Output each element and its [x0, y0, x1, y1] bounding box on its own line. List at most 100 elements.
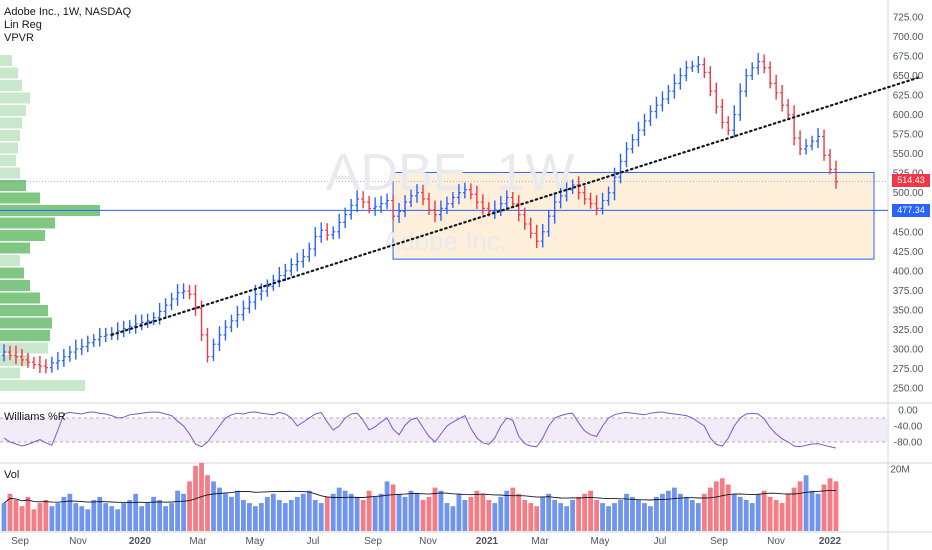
volume-bar	[169, 503, 174, 531]
volume-bar	[564, 506, 570, 531]
volume-bar	[211, 481, 216, 531]
volume-bar	[348, 493, 354, 531]
symbol-title[interactable]: Adobe Inc., 1W, NASDAQ	[4, 6, 132, 18]
price-bar	[444, 196, 449, 214]
volume-bar	[390, 484, 396, 531]
price-bar	[654, 96, 659, 119]
volume-profile-bar	[0, 217, 55, 229]
watermark-name: Adobe Inc.	[383, 226, 507, 256]
price-bar	[343, 207, 348, 229]
price-bar	[624, 141, 629, 168]
volume-bar	[414, 493, 420, 531]
volume-bar	[103, 503, 109, 531]
time-axis-tick: 2021	[476, 536, 499, 547]
volume-bar	[654, 496, 659, 531]
volume-profile-bar	[0, 317, 52, 329]
time-axis-tick: Nov	[69, 536, 87, 547]
volume-bar	[73, 503, 79, 531]
price-bar	[61, 348, 66, 367]
price-bar	[612, 167, 617, 201]
volume-bar	[827, 478, 833, 531]
volume-bar	[666, 490, 671, 531]
volume-bar	[205, 475, 210, 531]
range-rectangle[interactable]	[392, 171, 875, 260]
time-axis-tick: May	[246, 536, 265, 547]
volume-bar	[624, 493, 629, 531]
price-bar	[744, 68, 749, 97]
price-bar	[660, 91, 665, 112]
volume-bar	[85, 509, 91, 531]
volume-bar	[37, 503, 43, 531]
volume-bar	[127, 500, 133, 531]
price-bar	[738, 83, 743, 121]
volume-bar	[288, 500, 294, 531]
williams-r-line[interactable]	[3, 411, 837, 449]
williams-pane-label[interactable]: Williams %R	[4, 411, 66, 423]
price-axis-tick: 400.00	[893, 266, 924, 277]
price-axis-tick: 625.00	[893, 91, 924, 102]
price-axis-tick: 450.00	[893, 227, 924, 238]
volume-pane-label[interactable]: Vol	[4, 469, 20, 481]
time-axis-tick: Mar	[531, 536, 549, 547]
volume-bar	[546, 493, 552, 531]
volume-bar	[450, 506, 456, 531]
volume-bar	[737, 496, 743, 531]
volume-profile-bar	[0, 330, 50, 341]
price-bar	[199, 300, 204, 342]
price-axis-tick: 275.00	[893, 364, 924, 375]
price-bar	[151, 312, 156, 326]
price-bar	[708, 66, 713, 97]
price-bar	[163, 298, 168, 318]
volume-bar	[671, 487, 677, 531]
volume-bar	[558, 503, 564, 531]
time-axis-tick: Nov	[767, 536, 785, 547]
price-bar	[139, 314, 144, 331]
price-bar	[187, 284, 192, 300]
price-bar	[49, 356, 54, 373]
volume-bar	[749, 503, 755, 531]
price-bar	[732, 105, 737, 138]
volume-profile-bar	[0, 367, 20, 379]
price-bar	[510, 191, 515, 209]
linear-regression-line[interactable]	[110, 76, 921, 336]
volume-bar	[701, 493, 707, 531]
volume-profile-bar	[0, 255, 20, 266]
indicator-linreg-label[interactable]: Lin Reg	[4, 19, 42, 31]
volume-profile-bar	[0, 67, 18, 79]
volume-profile-bar	[0, 292, 40, 304]
volume-moving-average	[3, 489, 836, 504]
volume-profile-bar	[0, 180, 26, 191]
price-bar	[319, 222, 324, 243]
volume-bar	[402, 496, 408, 531]
volume-bar	[420, 500, 426, 531]
volume-bar	[187, 481, 192, 531]
volume-bar	[767, 496, 773, 531]
volume-profile-bar	[0, 342, 48, 354]
volume-bar	[773, 500, 779, 531]
price-bar	[193, 284, 198, 316]
volume-bar	[540, 496, 546, 531]
price-axis-tick: 350.00	[893, 305, 924, 316]
price-bar	[450, 191, 455, 209]
indicator-vpvr-label[interactable]: VPVR	[4, 32, 34, 44]
time-axis-tick: Sep	[364, 536, 382, 547]
volume-bar	[270, 493, 276, 531]
volume-profile-bar	[0, 142, 18, 154]
price-bar	[768, 61, 773, 89]
price-bar	[438, 200, 443, 221]
volume-axis-tick: 20M	[890, 465, 909, 476]
time-axis-tick: Sep	[11, 536, 29, 547]
volume-bar	[139, 506, 145, 531]
price-bar	[79, 338, 84, 356]
price-bar	[2, 344, 6, 362]
price-bar	[133, 314, 138, 334]
volume-profile-bar	[0, 155, 16, 166]
volume-bar	[821, 484, 827, 531]
volume-bar	[570, 500, 576, 531]
volume-bar	[19, 506, 25, 531]
volume-bar	[151, 496, 157, 531]
volume-bar	[25, 496, 31, 531]
price-bar	[223, 320, 228, 341]
volume-bar	[504, 490, 510, 531]
